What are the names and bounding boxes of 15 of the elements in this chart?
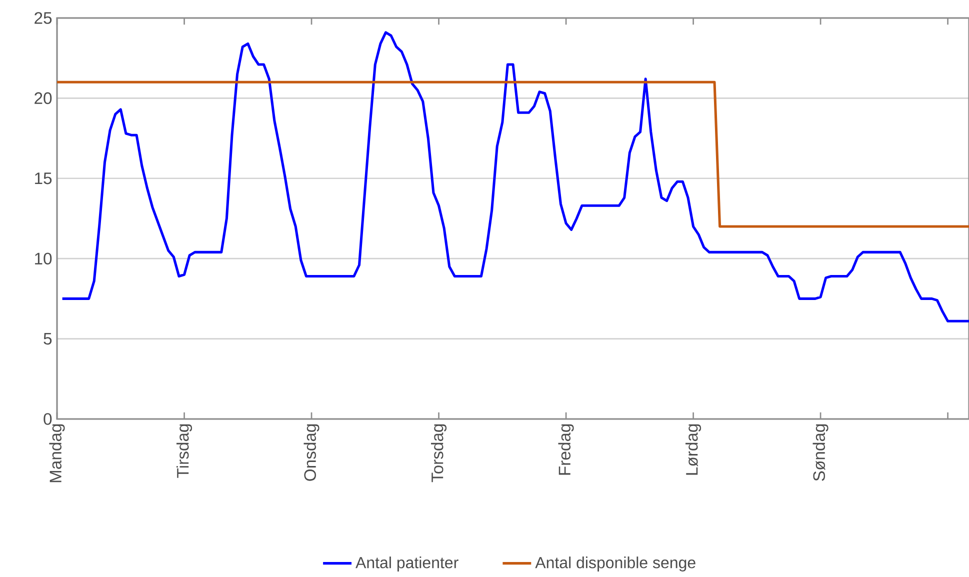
legend-label: Antal patienter — [356, 556, 458, 572]
x-tick-label: Torsdag — [431, 424, 447, 482]
y-tick-label: 20 — [34, 92, 52, 104]
x-tick-label: Mandag — [49, 424, 65, 482]
y-tick-label: 0 — [44, 413, 52, 425]
y-tick-label: 25 — [34, 12, 52, 24]
x-tick-label: Onsdag — [304, 424, 320, 481]
y-tick-label: 10 — [35, 252, 52, 264]
x-tick-label: Fredag — [558, 424, 574, 475]
legend-label: Antal disponible senge — [535, 556, 696, 572]
x-tick-label: Søndag — [812, 424, 828, 481]
x-tick-label: Lørdag — [686, 424, 702, 475]
y-tick-label: 15 — [35, 172, 52, 184]
y-tick-label: 5 — [44, 332, 52, 345]
x-tick-label: Tirsdag — [176, 424, 192, 478]
